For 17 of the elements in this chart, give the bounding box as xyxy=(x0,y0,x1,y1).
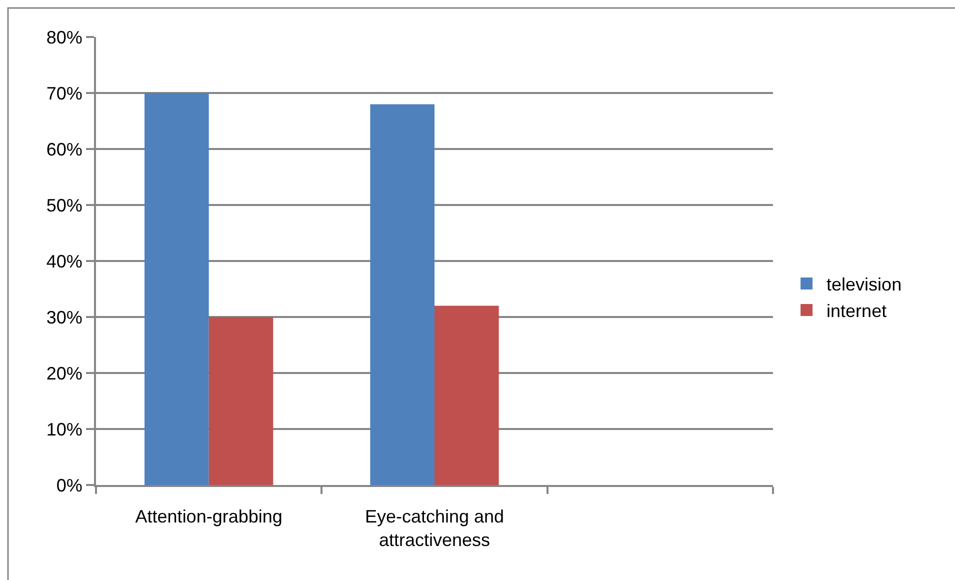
y-tick-label: 30% xyxy=(46,307,82,328)
legend-label: television xyxy=(826,274,902,295)
bar xyxy=(370,104,434,485)
legend-label: internet xyxy=(826,300,887,321)
y-tick-label: 0% xyxy=(56,475,82,496)
bar xyxy=(208,317,274,485)
y-tick-label: 10% xyxy=(46,419,82,440)
y-tick-label: 20% xyxy=(46,363,82,384)
y-tick-label: 40% xyxy=(46,251,82,272)
x-tick-label: Eye-catching and attractiveness xyxy=(364,506,504,550)
x-tick-label: Attention-grabbing xyxy=(135,506,282,527)
y-tick-label: 60% xyxy=(46,139,82,160)
bar xyxy=(144,93,209,485)
y-tick-label: 80% xyxy=(46,27,82,48)
y-tick-label: 50% xyxy=(46,195,82,216)
y-tick-label: 70% xyxy=(46,83,82,104)
bar xyxy=(434,306,499,485)
